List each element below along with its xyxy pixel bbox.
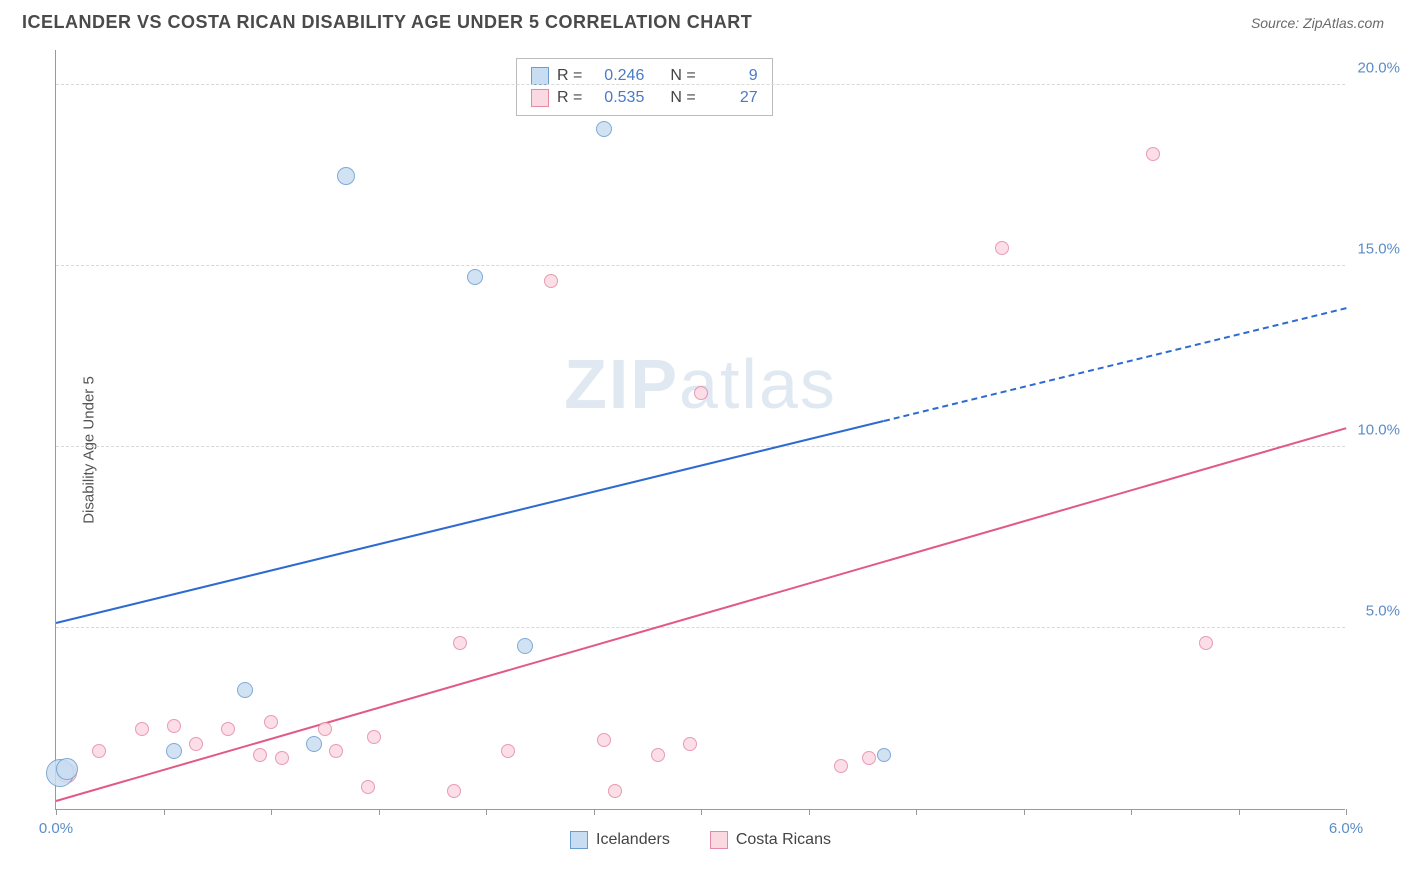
x-tick — [164, 809, 165, 815]
series-legend: Icelanders Costa Ricans — [56, 831, 1345, 849]
data-point — [467, 269, 483, 285]
y-tick-label: 20.0% — [1357, 60, 1400, 77]
data-point — [608, 784, 622, 798]
scatter-plot: ZIPatlas R = 0.246 N = 9 R = 0.535 N = 2… — [55, 50, 1345, 810]
data-point — [651, 748, 665, 762]
x-tick — [1024, 809, 1025, 815]
data-point — [237, 682, 253, 698]
gridline — [56, 84, 1345, 85]
gridline — [56, 627, 1345, 628]
data-point — [264, 715, 278, 729]
legend-item-costa-ricans: Costa Ricans — [710, 831, 831, 849]
x-tick — [56, 809, 57, 815]
legend-item-icelanders: Icelanders — [570, 831, 670, 849]
x-tick — [809, 809, 810, 815]
y-tick-label: 5.0% — [1366, 603, 1400, 620]
data-point — [447, 784, 461, 798]
chart-area: Disability Age Under 5 ZIPatlas R = 0.24… — [55, 50, 1385, 850]
source-label: Source: ZipAtlas.com — [1251, 15, 1384, 31]
data-point — [135, 722, 149, 736]
x-tick-label: 0.0% — [39, 820, 73, 837]
x-tick — [1131, 809, 1132, 815]
icelanders-swatch-icon — [531, 67, 549, 85]
data-point — [517, 638, 533, 654]
gridline — [56, 446, 1345, 447]
data-point — [167, 719, 181, 733]
gridline — [56, 265, 1345, 266]
data-point — [597, 733, 611, 747]
costa-ricans-swatch-icon — [710, 831, 728, 849]
data-point — [329, 744, 343, 758]
x-tick — [1239, 809, 1240, 815]
data-point — [995, 241, 1009, 255]
data-point — [318, 722, 332, 736]
data-point — [275, 751, 289, 765]
x-tick — [486, 809, 487, 815]
data-point — [1199, 636, 1213, 650]
x-tick — [594, 809, 595, 815]
data-point — [361, 780, 375, 794]
trend-line — [56, 427, 1347, 802]
data-point — [92, 744, 106, 758]
x-tick — [379, 809, 380, 815]
data-point — [56, 758, 78, 780]
watermark: ZIPatlas — [564, 344, 837, 424]
data-point — [337, 167, 355, 185]
icelanders-swatch-icon — [570, 831, 588, 849]
correlation-legend: R = 0.246 N = 9 R = 0.535 N = 27 — [516, 58, 773, 116]
x-tick — [701, 809, 702, 815]
data-point — [544, 274, 558, 288]
y-tick-label: 10.0% — [1357, 422, 1400, 439]
y-tick-label: 15.0% — [1357, 241, 1400, 258]
data-point — [877, 748, 891, 762]
data-point — [166, 743, 182, 759]
data-point — [834, 759, 848, 773]
data-point — [694, 386, 708, 400]
data-point — [862, 751, 876, 765]
data-point — [306, 736, 322, 752]
legend-row-costa-ricans: R = 0.535 N = 27 — [531, 87, 758, 109]
data-point — [596, 121, 612, 137]
data-point — [453, 636, 467, 650]
data-point — [221, 722, 235, 736]
data-point — [501, 744, 515, 758]
chart-title: ICELANDER VS COSTA RICAN DISABILITY AGE … — [22, 12, 752, 33]
header: ICELANDER VS COSTA RICAN DISABILITY AGE … — [0, 0, 1406, 41]
x-tick-label: 6.0% — [1329, 820, 1363, 837]
costa-ricans-swatch-icon — [531, 89, 549, 107]
data-point — [367, 730, 381, 744]
x-tick — [916, 809, 917, 815]
x-tick — [1346, 809, 1347, 815]
trend-line — [56, 420, 884, 624]
data-point — [253, 748, 267, 762]
data-point — [683, 737, 697, 751]
data-point — [189, 737, 203, 751]
data-point — [1146, 147, 1160, 161]
x-tick — [271, 809, 272, 815]
trend-line — [884, 308, 1347, 423]
